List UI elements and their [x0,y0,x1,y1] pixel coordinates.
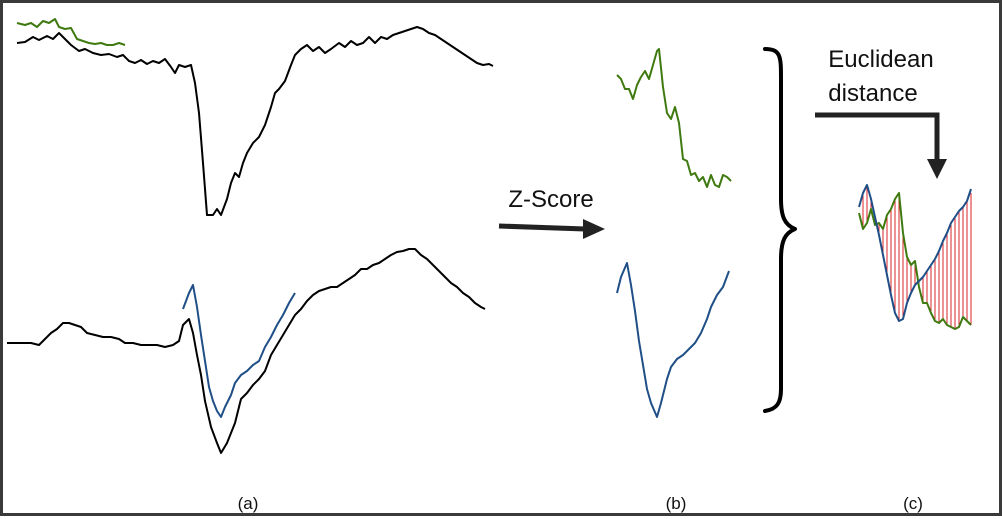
panel-b-caption: (b) [666,494,687,513]
euclidean-label-line2: distance [828,80,917,107]
zscore-label: Z-Score [508,186,593,213]
euclidean-arrow-head [927,159,947,179]
zscore-arrow-line [498,223,586,232]
distance-hatch-lines [862,185,972,329]
euclidean-arrow-line [815,112,940,161]
euclidean-label-line1: Euclidean [828,46,933,73]
bottom-query-subsequence-blue [182,284,296,418]
top-query-subsequence-green [16,18,126,46]
overlay-green-subsequence [858,192,972,330]
znorm-blue-subsequence [616,262,730,418]
top-time-series-line [16,26,494,216]
panel-c-caption: (c) [903,494,923,513]
curly-brace [763,47,797,413]
bottom-time-series-line [7,248,486,454]
znorm-green-subsequence [616,48,732,188]
figure-svg: Z-Score Euclidean distance [7,18,972,513]
zscore-arrow-head [583,219,605,239]
overlay-blue-subsequence [858,184,972,322]
panel-a-caption: (a) [238,494,259,513]
